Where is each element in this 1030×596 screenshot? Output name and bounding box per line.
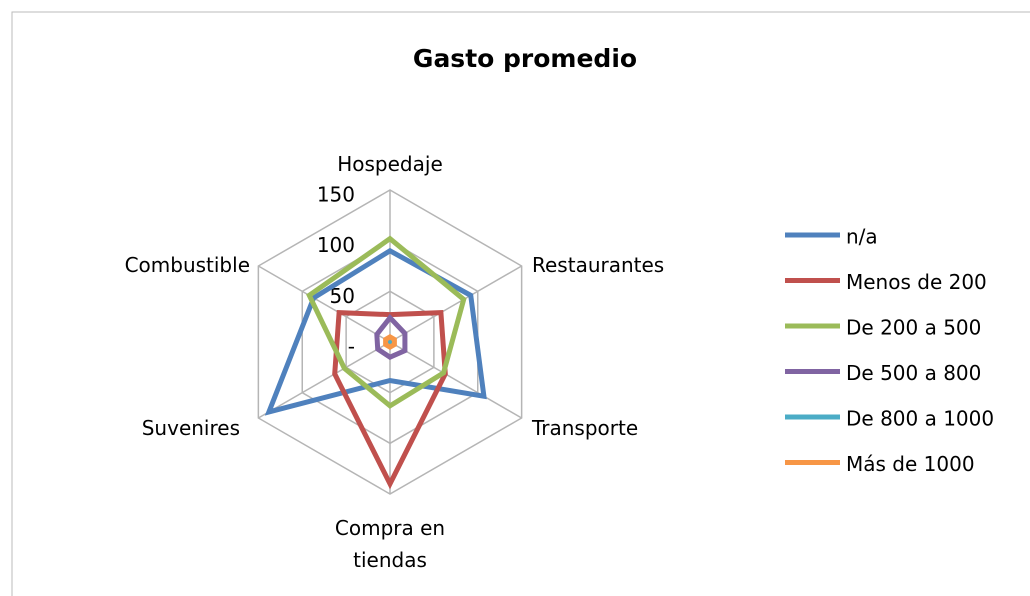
category-label: Hospedaje xyxy=(337,152,443,176)
series-line xyxy=(264,247,487,416)
category-label: Suvenires xyxy=(141,416,240,440)
tick-label: 150 xyxy=(317,183,355,207)
tick-label: - xyxy=(348,335,355,359)
series-line xyxy=(374,313,408,361)
series-line xyxy=(332,310,448,490)
spoke xyxy=(257,341,391,419)
legend-label: Más de 1000 xyxy=(846,452,975,476)
series-line xyxy=(383,334,397,350)
spoke xyxy=(257,265,391,343)
legend-label: De 500 a 800 xyxy=(846,361,981,385)
legend-label: Menos de 200 xyxy=(846,270,987,294)
legend-label: De 200 a 500 xyxy=(846,316,981,340)
category-label: Combustible xyxy=(124,253,250,277)
chart-title: Gasto promedio xyxy=(413,44,637,73)
spoke xyxy=(389,341,523,419)
series-line xyxy=(306,235,467,409)
category-label: Transporte xyxy=(532,416,639,440)
category-label: Compra en tiendas xyxy=(334,516,446,572)
legend-label: De 800 a 1000 xyxy=(846,407,994,431)
category-label: Restaurantes xyxy=(532,253,665,277)
spoke xyxy=(389,265,523,343)
legend-label: n/a xyxy=(846,225,878,249)
tick-label: 100 xyxy=(317,233,355,257)
